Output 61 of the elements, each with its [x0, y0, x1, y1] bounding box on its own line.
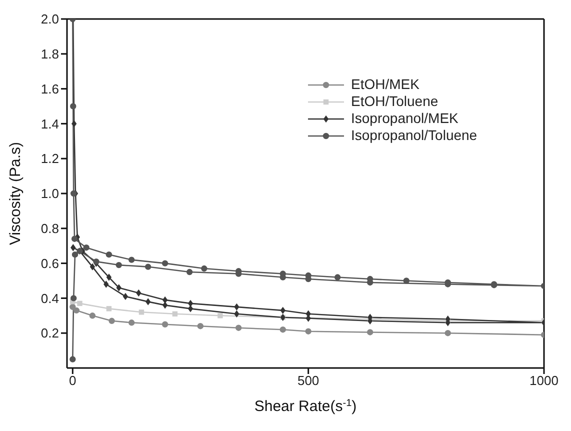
point	[162, 296, 168, 304]
legend-label: EtOH/MEK	[351, 76, 420, 93]
point	[305, 328, 312, 334]
point	[138, 310, 144, 315]
point	[106, 306, 112, 312]
point	[218, 313, 223, 318]
y-tick-label: 0.4	[40, 290, 59, 306]
point	[71, 120, 77, 128]
y-tick-label: 1.4	[40, 116, 59, 132]
point	[77, 300, 82, 306]
y-tick-label: 0.8	[40, 221, 59, 236]
point	[73, 307, 80, 314]
point	[444, 330, 451, 336]
y-tick-label: 0.6	[40, 256, 59, 271]
point	[104, 280, 109, 288]
point	[116, 262, 122, 268]
point	[201, 265, 208, 272]
point	[128, 256, 135, 263]
point	[197, 323, 204, 330]
point	[71, 236, 78, 242]
point	[235, 324, 242, 331]
point	[128, 320, 135, 326]
point	[366, 329, 374, 336]
point	[186, 268, 193, 276]
point	[162, 260, 168, 266]
legend-label: Isopropanol/Toluene	[351, 127, 478, 144]
point	[106, 274, 112, 281]
y-tick-label: 0.2	[40, 326, 59, 341]
point	[162, 321, 168, 328]
legend-label: Isopropanol/MEK	[351, 110, 458, 127]
y-tick-label: 1.2	[40, 151, 59, 166]
y-tick-label: 1.0	[40, 186, 59, 202]
point	[403, 278, 410, 284]
point	[172, 311, 178, 317]
point	[188, 305, 194, 312]
point	[90, 263, 96, 270]
point	[144, 264, 152, 270]
point	[70, 103, 76, 110]
point	[89, 312, 96, 319]
point	[72, 251, 78, 258]
point	[106, 251, 112, 258]
x-tick-label: 0	[69, 373, 76, 388]
point	[108, 318, 115, 324]
x-axis-title: Shear Rate(s$^{-1}$)	[254, 398, 357, 415]
y-tick-label: 1.6	[40, 81, 59, 96]
legend-label: EtOH/Toluene	[351, 93, 438, 110]
point	[334, 274, 341, 280]
point	[122, 292, 128, 300]
y-tick-label: 1.8	[40, 46, 59, 62]
point	[116, 284, 122, 292]
point	[145, 298, 151, 306]
x-tick-label: 1000	[530, 373, 558, 388]
x-tick-label: 500	[297, 373, 320, 388]
y-axis-title: Viscosity (Pa.s)	[7, 142, 24, 246]
point	[70, 295, 77, 302]
point	[83, 244, 90, 251]
point	[70, 356, 76, 362]
point	[162, 302, 168, 309]
point	[188, 300, 194, 308]
point	[280, 326, 286, 333]
y-tick-label: 2.0	[40, 12, 59, 27]
